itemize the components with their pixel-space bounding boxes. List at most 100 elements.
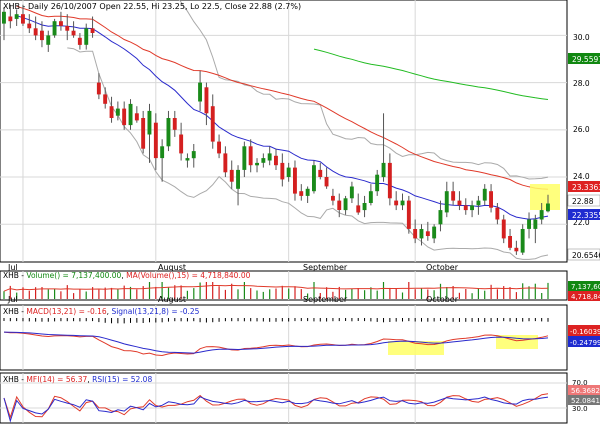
candle-body: [438, 210, 443, 225]
volume-bar: [439, 283, 442, 299]
volume-bar: [427, 289, 429, 299]
volume-bar: [319, 293, 321, 299]
volume-bar: [22, 287, 24, 299]
rsi-panel-frame: [0, 372, 568, 424]
volume-bar: [465, 289, 467, 299]
candle-body: [65, 26, 70, 31]
volume-bar: [123, 285, 125, 299]
badge-close: 22.88: [572, 197, 594, 206]
badge-volume-ma: 4,718,84: [571, 293, 600, 301]
volume-bar: [452, 286, 454, 299]
volume-bar: [541, 293, 543, 299]
volume-bar: [35, 287, 37, 299]
volume-bar: [522, 283, 524, 299]
volume-bar: [262, 291, 264, 299]
badge-ma-blue-bg: [568, 209, 600, 220]
candle-body: [508, 236, 512, 248]
price-tick-24: 24.0: [573, 172, 590, 181]
signal-line: [3, 331, 549, 354]
volume-bar: [193, 288, 195, 299]
badge-rsi: 52.0841: [571, 397, 600, 405]
candle-body: [40, 30, 44, 41]
candle-body: [349, 186, 354, 199]
price-panel-frame: [0, 0, 568, 263]
volume-bar: [376, 290, 378, 299]
volume-bar: [389, 287, 391, 299]
vol-month-label-august: August: [158, 295, 186, 304]
candle-body: [387, 162, 392, 199]
volume-ma-line: [3, 284, 549, 292]
volume-bar: [458, 292, 460, 299]
month-label-october: October: [426, 263, 459, 272]
volume-bar: [3, 291, 5, 299]
vol-month-label-jul: Jul: [7, 295, 18, 304]
candle-body: [27, 23, 32, 29]
volume-bar: [142, 286, 144, 299]
candle-body: [476, 200, 481, 206]
volume-bar: [180, 285, 182, 299]
badge-rsi-bg: [568, 395, 600, 405]
candle-body: [527, 219, 531, 229]
candle-body: [191, 151, 196, 159]
candle-body: [356, 205, 361, 213]
vol-month-label-september: September: [303, 295, 348, 304]
volume-bar: [237, 289, 239, 299]
badge-volume: 7,137,60: [571, 283, 600, 291]
month-label-jul: Jul: [7, 263, 18, 272]
candle-body: [223, 153, 228, 173]
band-upper-line: [178, 0, 549, 180]
volume-bar: [332, 291, 334, 299]
candle-body: [236, 169, 240, 189]
badge-ma-green-bg: [568, 53, 600, 64]
price-highlight-box: [530, 184, 560, 210]
volume-bar: [148, 282, 151, 299]
candle-body: [533, 219, 538, 229]
volume-bar: [92, 287, 94, 299]
badge-ma-green: 29.5597: [572, 55, 600, 64]
candle-body: [77, 37, 82, 45]
volume-bar: [174, 285, 176, 299]
candle-body: [337, 200, 342, 210]
volume-bar: [357, 288, 359, 299]
volume-bar: [484, 290, 486, 299]
volume-bar: [212, 282, 214, 299]
volume-bar: [528, 286, 530, 300]
volume-bar: [414, 289, 416, 299]
volume-bar: [167, 287, 170, 299]
candle-body: [128, 103, 133, 126]
candle-body: [96, 82, 101, 95]
volume-bar: [79, 289, 81, 299]
volume-bars: [3, 282, 549, 300]
volume-bar: [326, 287, 328, 299]
volume-bar: [364, 290, 366, 299]
candle-body: [21, 14, 25, 24]
candle-body: [318, 169, 323, 177]
volume-bar: [408, 282, 410, 299]
volume-bar: [85, 291, 87, 299]
volume-bar: [231, 283, 233, 299]
candle-body: [172, 118, 177, 130]
candle-body: [46, 35, 51, 45]
candle-body: [470, 205, 474, 211]
volume-bar: [300, 289, 302, 299]
volume-bar: [401, 292, 404, 299]
candle-body: [198, 82, 202, 102]
macd-panel: XHB - MACD(13,21) = -0.16, Signal(13,21,…: [0, 304, 600, 371]
volume-bar: [313, 282, 315, 299]
mfi-line: [3, 393, 549, 419]
rsi-month-gridlines: [22, 373, 416, 423]
candle-body: [324, 177, 329, 187]
candle-body: [229, 169, 234, 182]
badge-mfi-bg: [568, 385, 600, 395]
candle-body: [33, 28, 38, 36]
volume-bar: [307, 293, 309, 299]
volume-bar: [243, 282, 245, 299]
candle-body: [8, 16, 13, 22]
candle-body: [406, 200, 411, 229]
candlesticks: [2, 4, 550, 255]
candle-body: [520, 229, 525, 253]
candle-body: [185, 158, 190, 161]
candle-body: [293, 167, 297, 194]
candle-body: [274, 155, 278, 166]
